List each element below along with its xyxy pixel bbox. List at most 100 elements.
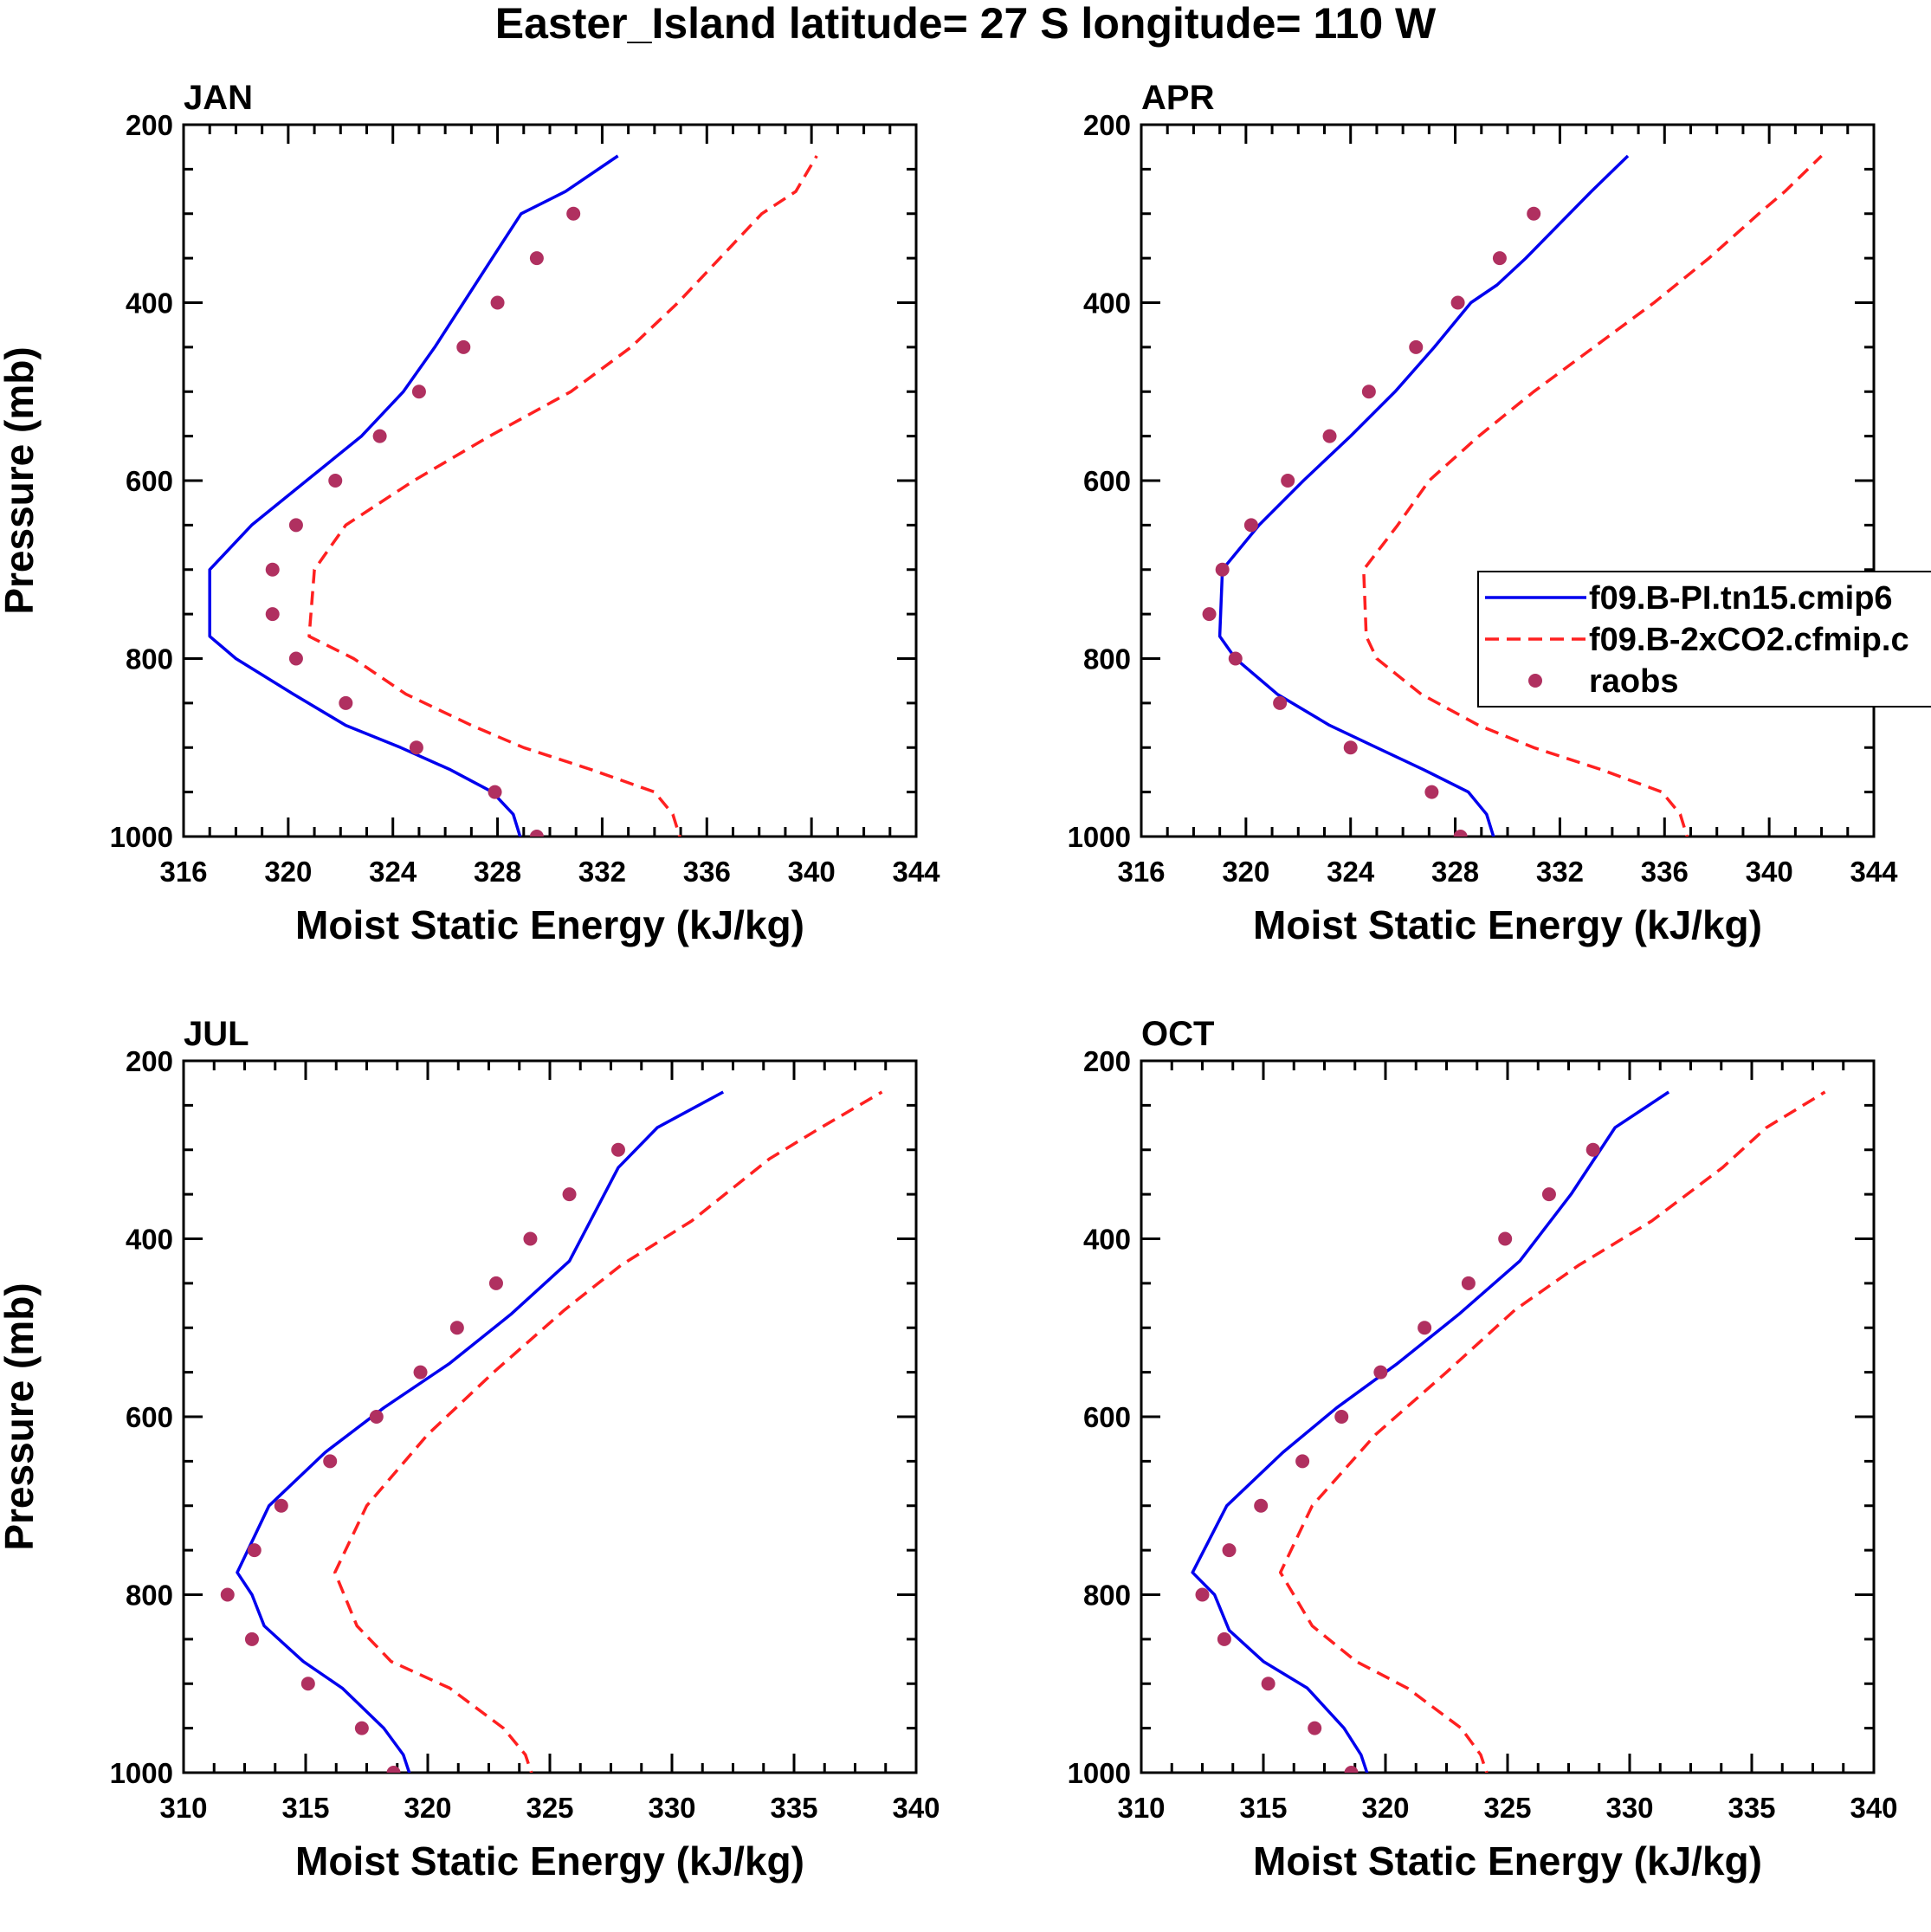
raobs-point (488, 785, 502, 799)
panel-title: JAN (184, 79, 253, 117)
x-tick-label: 316 (1117, 856, 1165, 888)
x-tick-label: 320 (1222, 856, 1269, 888)
raobs-point (1373, 1365, 1388, 1380)
plot-frame (182, 1059, 918, 1774)
series-line-pi (236, 1090, 725, 1773)
raobs-point (566, 206, 581, 221)
x-axis-label: Moist Static Energy (kJ/kg) (295, 902, 804, 947)
raobs-point (1585, 1142, 1600, 1157)
raobs-point (247, 1543, 262, 1558)
raobs-point (386, 1766, 401, 1773)
raobs-point (1334, 1410, 1349, 1424)
x-tick-label: 328 (474, 856, 521, 888)
raobs-point (339, 695, 353, 710)
x-tick-label: 330 (1605, 1792, 1653, 1824)
raobs-point (274, 1498, 288, 1513)
legend-label: f09.B-2xCO2.cfmip.c (1589, 622, 1909, 658)
x-tick-label: 335 (1728, 1792, 1775, 1824)
x-tick-label: 336 (1641, 856, 1689, 888)
x-tick-label: 340 (892, 1792, 940, 1824)
x-tick-label: 336 (683, 856, 731, 888)
y-tick-label: 1000 (110, 821, 173, 853)
raobs-point (413, 1365, 428, 1380)
series-line-pi (208, 154, 619, 837)
raobs-point (1243, 518, 1258, 533)
raobs-point (1273, 695, 1288, 710)
y-tick-label: 800 (1083, 643, 1131, 675)
legend-label: raobs (1589, 663, 1678, 700)
raobs-point (1254, 1498, 1269, 1513)
raobs-point (1453, 830, 1468, 837)
raobs-point (529, 830, 544, 837)
raobs-point (1295, 1454, 1310, 1469)
y-tick-label: 600 (126, 1401, 173, 1433)
raobs-point (1541, 1187, 1556, 1202)
y-tick-label: 800 (126, 643, 173, 675)
x-tick-label: 340 (788, 856, 836, 888)
legend-label: f09.B-PI.tn15.cmip6 (1589, 580, 1893, 617)
raobs-point (1202, 607, 1217, 622)
panel-title: APR (1141, 79, 1215, 117)
raobs-point (449, 1321, 464, 1335)
x-tick-label: 335 (770, 1792, 817, 1824)
plot-frame (1140, 1059, 1876, 1774)
raobs-point (265, 607, 280, 622)
x-tick-label: 344 (892, 856, 940, 888)
x-axis-label: Moist Static Energy (kJ/kg) (1253, 902, 1762, 947)
raobs-point (1409, 339, 1424, 354)
plot-area (220, 1090, 883, 1773)
raobs-point (1322, 429, 1337, 443)
raobs-point (1498, 1231, 1513, 1246)
raobs-point (1308, 1721, 1322, 1735)
raobs-point (288, 518, 303, 533)
raobs-point (1343, 740, 1358, 755)
x-tick-label: 315 (281, 1792, 329, 1824)
raobs-point (300, 1677, 315, 1691)
x-axis-label: Moist Static Energy (kJ/kg) (1253, 1838, 1762, 1884)
raobs-point (323, 1454, 338, 1469)
y-tick-label: 400 (1083, 1224, 1131, 1256)
x-tick-label: 332 (1536, 856, 1584, 888)
y-tick-label: 1000 (110, 1757, 173, 1789)
x-tick-label: 344 (1850, 856, 1898, 888)
raobs-point (490, 295, 505, 310)
raobs-point (244, 1632, 259, 1646)
plot-area (208, 154, 818, 837)
x-tick-label: 310 (159, 1792, 207, 1824)
raobs-point (265, 562, 280, 577)
x-tick-label: 340 (1746, 856, 1793, 888)
raobs-point (488, 1276, 503, 1290)
legend-swatch-raobs (1528, 674, 1542, 688)
raobs-point (1424, 785, 1439, 799)
plot-area (1191, 1090, 1826, 1773)
raobs-point (1195, 1587, 1210, 1602)
raobs-point (1361, 384, 1376, 399)
raobs-point (1281, 474, 1295, 488)
legend: f09.B-PI.tn15.cmip6 f09.B-2xCO2.cfmip.c ra… (1477, 571, 1931, 708)
raobs-point (1228, 651, 1243, 666)
raobs-point (369, 1410, 384, 1424)
y-tick-label: 800 (126, 1580, 173, 1612)
y-tick-label: 600 (1083, 465, 1131, 497)
x-tick-label: 325 (526, 1792, 573, 1824)
raobs-point (456, 339, 471, 354)
y-axis-label: Pressure (mb) (0, 1283, 42, 1550)
x-tick-label: 316 (159, 856, 207, 888)
y-tick-label: 200 (126, 109, 173, 141)
series-line-2xco2 (1362, 154, 1823, 837)
series-line-2xco2 (1278, 1090, 1826, 1773)
x-tick-label: 332 (578, 856, 626, 888)
raobs-point (1461, 1276, 1476, 1290)
y-tick-label: 600 (1083, 1401, 1131, 1433)
raobs-point (1492, 251, 1507, 266)
plot-area (1202, 154, 1823, 837)
series-line-2xco2 (307, 155, 818, 837)
y-tick-label: 200 (1083, 109, 1131, 141)
raobs-point (1215, 562, 1230, 577)
y-tick-label: 600 (126, 465, 173, 497)
